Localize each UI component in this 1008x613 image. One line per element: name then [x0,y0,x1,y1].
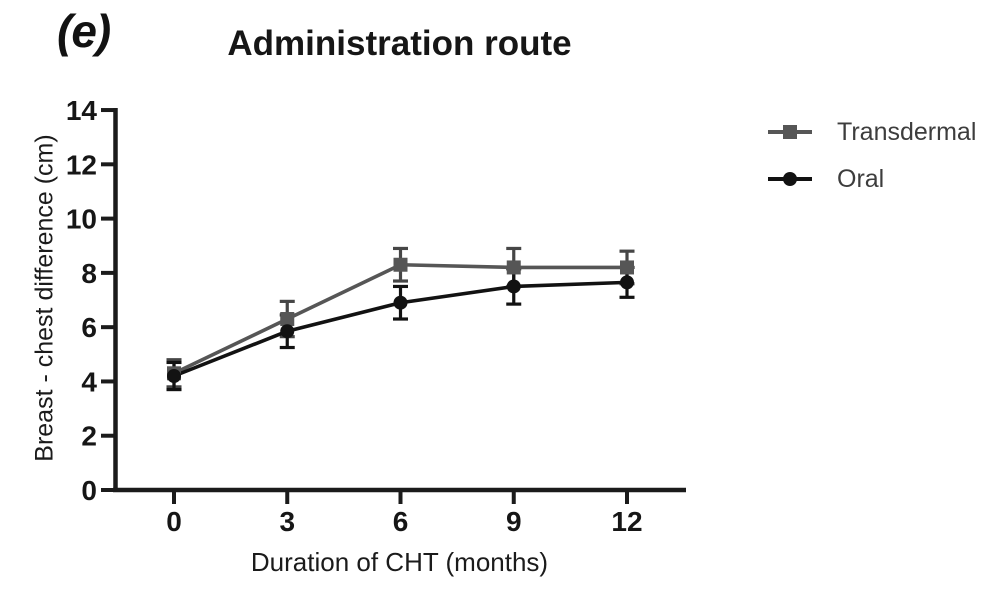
x-axis-title: Duration of CHT (months) [250,547,549,577]
data-point-circle-oral [167,369,181,384]
y-tick-label: 6 [81,312,97,343]
y-tick-label: 4 [81,366,97,397]
legend-item-transdermal: Transdermal [768,118,976,146]
x-tick-label: 6 [393,506,409,537]
chart-legend: Transdermal Oral [768,118,976,212]
y-tick-label: 14 [66,95,98,126]
chart-title: Administration route [227,24,572,63]
legend-swatch-oral [768,172,812,186]
y-tick-label: 8 [81,258,97,289]
data-point-circle-oral [393,295,408,310]
data-point-circle-oral [506,279,521,294]
legend-label-transdermal: Transdermal [837,117,977,146]
y-tick-label: 0 [81,475,97,506]
y-tick-label: 10 [66,204,97,235]
data-point-circle-oral [280,324,295,339]
data-point-square-transdermal [280,312,295,327]
panel-label: (e) [57,5,111,57]
y-tick-label: 12 [66,149,97,180]
data-point-square-transdermal [506,260,521,275]
x-tick-label: 0 [166,506,182,537]
data-point-square-transdermal [620,260,634,275]
square-marker-icon [783,125,797,139]
data-point-square-transdermal [393,257,408,272]
legend-item-oral: Oral [768,165,976,193]
legend-swatch-transdermal [768,125,812,139]
circle-marker-icon [783,172,797,186]
x-tick-label: 3 [279,506,295,537]
legend-label-oral: Oral [837,164,885,193]
x-tick-label: 12 [611,506,642,537]
y-tick-label: 2 [81,421,97,452]
data-point-circle-oral [620,275,634,290]
x-tick-label: 9 [506,506,522,537]
